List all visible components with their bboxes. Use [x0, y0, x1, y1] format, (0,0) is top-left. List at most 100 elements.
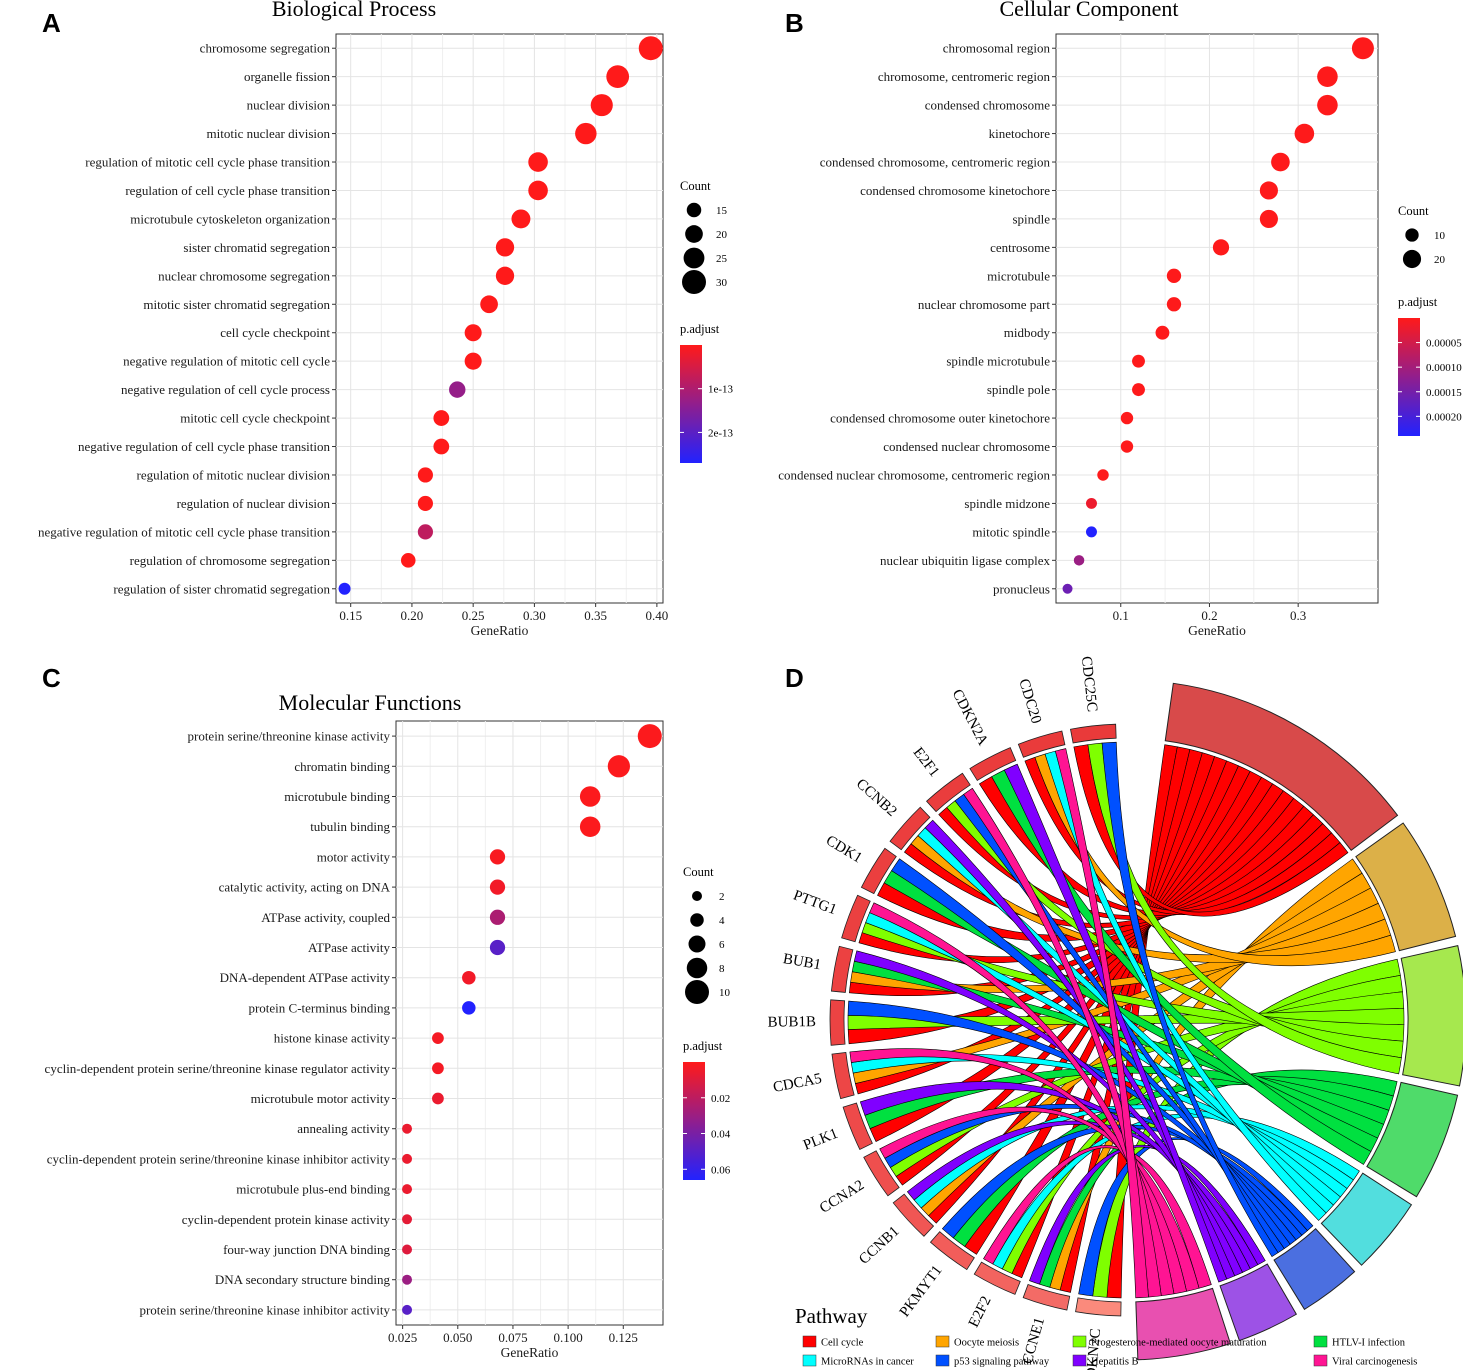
pathway-legend-swatch: [935, 1354, 950, 1367]
size-legend-label: 25: [716, 253, 728, 265]
category-label: chromosome, centromeric region: [878, 69, 1051, 84]
category-label: protein C-terminus binding: [248, 1000, 390, 1015]
data-point: [1271, 152, 1290, 172]
x-tick-label: 0.125: [609, 1330, 638, 1345]
size-legend-dot: [686, 957, 708, 979]
gene-label: BUB1B: [768, 1014, 816, 1030]
category-label: pronucleus: [993, 581, 1050, 596]
gene-label: CCNB1: [856, 1223, 902, 1267]
data-point: [402, 1244, 413, 1255]
category-label: negative regulation of cell cycle proces…: [121, 382, 330, 397]
category-label: chromosome segregation: [200, 41, 331, 56]
gene-sector: [842, 1102, 873, 1150]
data-point: [402, 1274, 413, 1285]
size-legend-label: 30: [716, 277, 728, 289]
pathway-legend-swatch: [1313, 1354, 1328, 1367]
data-point: [575, 122, 597, 145]
category-label: protein serine/threonine kinase activity: [187, 729, 390, 744]
pathway-legend-label: Progesterone-mediated oocyte maturation: [1091, 1338, 1267, 1349]
data-point: [400, 553, 416, 568]
x-tick-label: 0.075: [498, 1330, 527, 1345]
data-point: [1259, 209, 1278, 229]
data-point: [1317, 94, 1338, 116]
data-point: [432, 1032, 444, 1044]
data-point: [402, 1184, 413, 1195]
x-axis-label: GeneRatio: [471, 623, 529, 638]
data-point: [1259, 181, 1278, 200]
category-label: mitotic cell cycle checkpoint: [180, 411, 330, 426]
chord-ribbon: [1101, 741, 1279, 1258]
data-point: [528, 152, 548, 172]
data-point: [489, 879, 506, 895]
pathway-legend-label: p53 signaling pathway: [954, 1357, 1050, 1368]
pathway-legend-label: Viral carcinogenesis: [1332, 1357, 1417, 1368]
category-label: ATPase activity: [308, 940, 390, 955]
color-legend-label: 0.06: [711, 1164, 731, 1176]
size-legend-label: 4: [719, 915, 725, 927]
data-point: [637, 724, 662, 749]
data-point: [464, 352, 482, 370]
category-label: microtubule binding: [284, 789, 390, 804]
gene-label: PTTG1: [791, 888, 839, 919]
panel-letter-a: A: [42, 8, 61, 38]
category-label: mitotic spindle: [972, 524, 1050, 539]
gene-sector: [1022, 1283, 1071, 1311]
chord-ribbon: [1029, 1145, 1266, 1285]
chord-ribbon: [924, 819, 1236, 1280]
data-point: [402, 1153, 413, 1164]
data-point: [432, 1092, 444, 1105]
gene-sector: [860, 847, 897, 895]
x-tick-label: 0.050: [443, 1330, 472, 1345]
data-point: [462, 970, 476, 985]
data-point: [449, 381, 466, 398]
pathway-legend-swatch: [802, 1354, 817, 1367]
data-point: [1132, 383, 1145, 397]
x-tick-label: 0.35: [584, 608, 607, 623]
pathway-legend-label: HTLV-I infection: [1332, 1338, 1406, 1349]
data-point: [338, 582, 351, 595]
x-tick-label: 0.2: [1201, 608, 1217, 623]
category-label: negative regulation of mitotic cell cycl…: [123, 354, 330, 369]
data-point: [417, 467, 433, 483]
data-point: [1120, 440, 1134, 453]
category-label: condensed nuclear chromosome, centromeri…: [778, 467, 1050, 482]
category-label: protein serine/threonine kinase inhibito…: [139, 1302, 390, 1317]
gene-sector: [973, 1261, 1021, 1295]
panel-letter-d: D: [785, 663, 804, 693]
gene-sector: [863, 1150, 900, 1197]
size-legend-label: 20: [1434, 254, 1446, 266]
data-point: [1086, 497, 1097, 509]
data-point: [462, 1001, 476, 1015]
category-label: tubulin binding: [310, 819, 390, 834]
pathway-sector: [1366, 1081, 1459, 1198]
category-label: motor activity: [317, 849, 391, 864]
gene-label: CDKN2A: [949, 687, 991, 749]
category-label: sister chromatid segregation: [183, 240, 330, 255]
category-label: kinetochore: [989, 126, 1051, 141]
gene-sector: [926, 772, 971, 813]
color-legend-label: 2e-13: [708, 427, 734, 439]
color-legend-title: p.adjust: [680, 322, 720, 336]
size-legend-label: 10: [1434, 230, 1446, 242]
pathway-sector: [1273, 1228, 1356, 1311]
data-point: [480, 295, 498, 314]
category-label: condensed chromosome outer kinetochore: [830, 411, 1050, 426]
chord-ribbon: [1055, 748, 1149, 1299]
pathway-sector: [1219, 1263, 1298, 1342]
x-tick-label: 0.1: [1113, 608, 1129, 623]
size-legend-label: 8: [719, 963, 725, 975]
size-legend-dot: [685, 225, 703, 243]
size-legend-dot: [690, 913, 704, 927]
size-legend-title: Count: [680, 179, 711, 193]
pathway-legend: Pathway Cell cycle Oocyte meiosis Progester…: [795, 1304, 1417, 1368]
pathway-legend-swatch: [935, 1335, 950, 1348]
color-legend-label: 0.00010: [1426, 362, 1462, 374]
data-point: [1351, 37, 1374, 60]
category-label: chromatin binding: [294, 759, 390, 774]
gene-sector: [969, 747, 1017, 781]
category-label: condensed chromosome, centromeric region: [820, 155, 1051, 170]
size-legend-dot: [1405, 228, 1419, 242]
category-label: negative regulation of mitotic cell cycl…: [38, 524, 331, 539]
category-label: regulation of mitotic nuclear division: [136, 467, 330, 482]
